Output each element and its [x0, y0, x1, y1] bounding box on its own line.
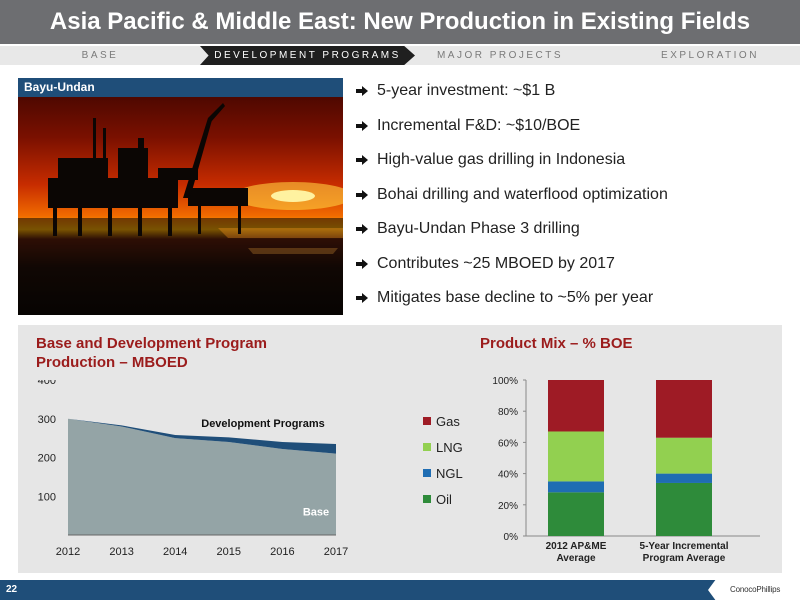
tab-major-projects[interactable]: MAJOR PROJECTS — [436, 50, 564, 61]
company-logo: ConocoPhillips — [730, 585, 781, 594]
footer-bar: 22 ConocoPhillips — [0, 580, 800, 600]
x-tick-label: 2013 — [109, 546, 133, 558]
offshore-platform-photo — [18, 78, 343, 315]
arrow-right-icon — [356, 189, 368, 200]
arrow-right-icon — [356, 224, 368, 235]
list-item: Incremental F&D: ~$10/BOE — [356, 109, 796, 144]
y-tick-label: 60% — [498, 438, 518, 449]
legend-item-gas: Gas — [423, 408, 463, 434]
series-label-base: Base — [303, 506, 329, 518]
y-tick-label: 40% — [498, 470, 518, 481]
x-category-label: 2012 AP&ME Average — [546, 541, 607, 564]
list-item: Bohai drilling and waterflood optimizati… — [356, 178, 796, 213]
list-item: 5-year investment: ~$1 B — [356, 74, 796, 109]
arrow-right-icon — [356, 86, 368, 97]
legend-item-ngl: NGL — [423, 460, 463, 486]
x-tick-label: 2015 — [217, 546, 241, 558]
bar-segment-lng — [656, 437, 712, 474]
y-tick-label: 100% — [492, 376, 518, 387]
y-tick-label: 0% — [504, 532, 519, 543]
list-item: High-value gas drilling in Indonesia — [356, 143, 796, 178]
bar-segment-oil — [548, 492, 604, 536]
y-tick-label: 80% — [498, 407, 518, 418]
x-tick-label: 2017 — [324, 546, 348, 558]
product-mix-legend: Gas LNG NGL Oil — [423, 408, 463, 512]
legend-swatch — [423, 443, 431, 451]
arrow-right-icon — [356, 155, 368, 166]
tab-base[interactable]: BASE — [81, 50, 119, 61]
arrow-right-icon — [356, 120, 368, 131]
x-tick-label: 2012 — [56, 546, 80, 558]
y-tick-label: 400 — [38, 380, 56, 387]
bar-segment-gas — [656, 380, 712, 438]
title-bar: Asia Pacific & Middle East: New Producti… — [0, 0, 800, 44]
page-title: Asia Pacific & Middle East: New Producti… — [49, 8, 751, 35]
y-tick-label: 100 — [38, 491, 56, 503]
bar-segment-lng — [548, 431, 604, 482]
y-tick-label: 20% — [498, 501, 518, 512]
list-item: Contributes ~25 MBOED by 2017 — [356, 247, 796, 282]
footer-logo-area — [708, 580, 800, 600]
legend-item-lng: LNG — [423, 434, 463, 460]
production-chart-title: Base and Development Program Production … — [36, 335, 267, 371]
section-nav: BASE DEVELOPMENT PROGRAMS MAJOR PROJECTS… — [0, 46, 800, 65]
production-area-chart: 100 200 300 400 2012 2013 2014 2015 2016 2017 Deve… — [38, 380, 349, 558]
x-category-label: 5-Year Incremental Program Average — [640, 541, 729, 564]
y-tick-label: 300 — [38, 414, 56, 426]
x-tick-label: 2016 — [270, 546, 294, 558]
legend-item-oil: Oil — [423, 486, 463, 512]
arrow-right-icon — [356, 293, 368, 304]
key-points-list: 5-year investment: ~$1 B Incremental F&D… — [356, 74, 796, 316]
tab-development-programs[interactable]: DEVELOPMENT PROGRAMS — [200, 46, 415, 65]
legend-swatch — [423, 417, 431, 425]
series-label-development-programs: Development Programs — [201, 418, 324, 430]
y-tick-label: 200 — [38, 453, 56, 465]
legend-swatch — [423, 495, 431, 503]
tab-exploration[interactable]: EXPLORATION — [661, 50, 759, 61]
list-item: Mitigates base decline to ~5% per year — [356, 281, 796, 316]
bar-segment-oil — [656, 482, 712, 536]
product-mix-bar-chart: 0% 20% 40% 60% 80% 100% 2012 AP&ME Average 5-Yea… — [492, 376, 760, 564]
list-item: Bayu-Undan Phase 3 drilling — [356, 212, 796, 247]
legend-swatch — [423, 469, 431, 477]
arrow-right-icon — [356, 258, 368, 269]
bar-segment-ngl — [548, 481, 604, 493]
series-area-development-programs — [68, 418, 336, 454]
page-number: 22 — [6, 584, 18, 595]
product-mix-chart-title: Product Mix – % BOE — [480, 335, 633, 352]
photo-caption: Bayu-Undan — [18, 78, 343, 97]
bar-segment-gas — [548, 380, 604, 432]
x-tick-label: 2014 — [163, 546, 187, 558]
series-area-base — [68, 418, 336, 535]
bar-segment-ngl — [656, 473, 712, 483]
